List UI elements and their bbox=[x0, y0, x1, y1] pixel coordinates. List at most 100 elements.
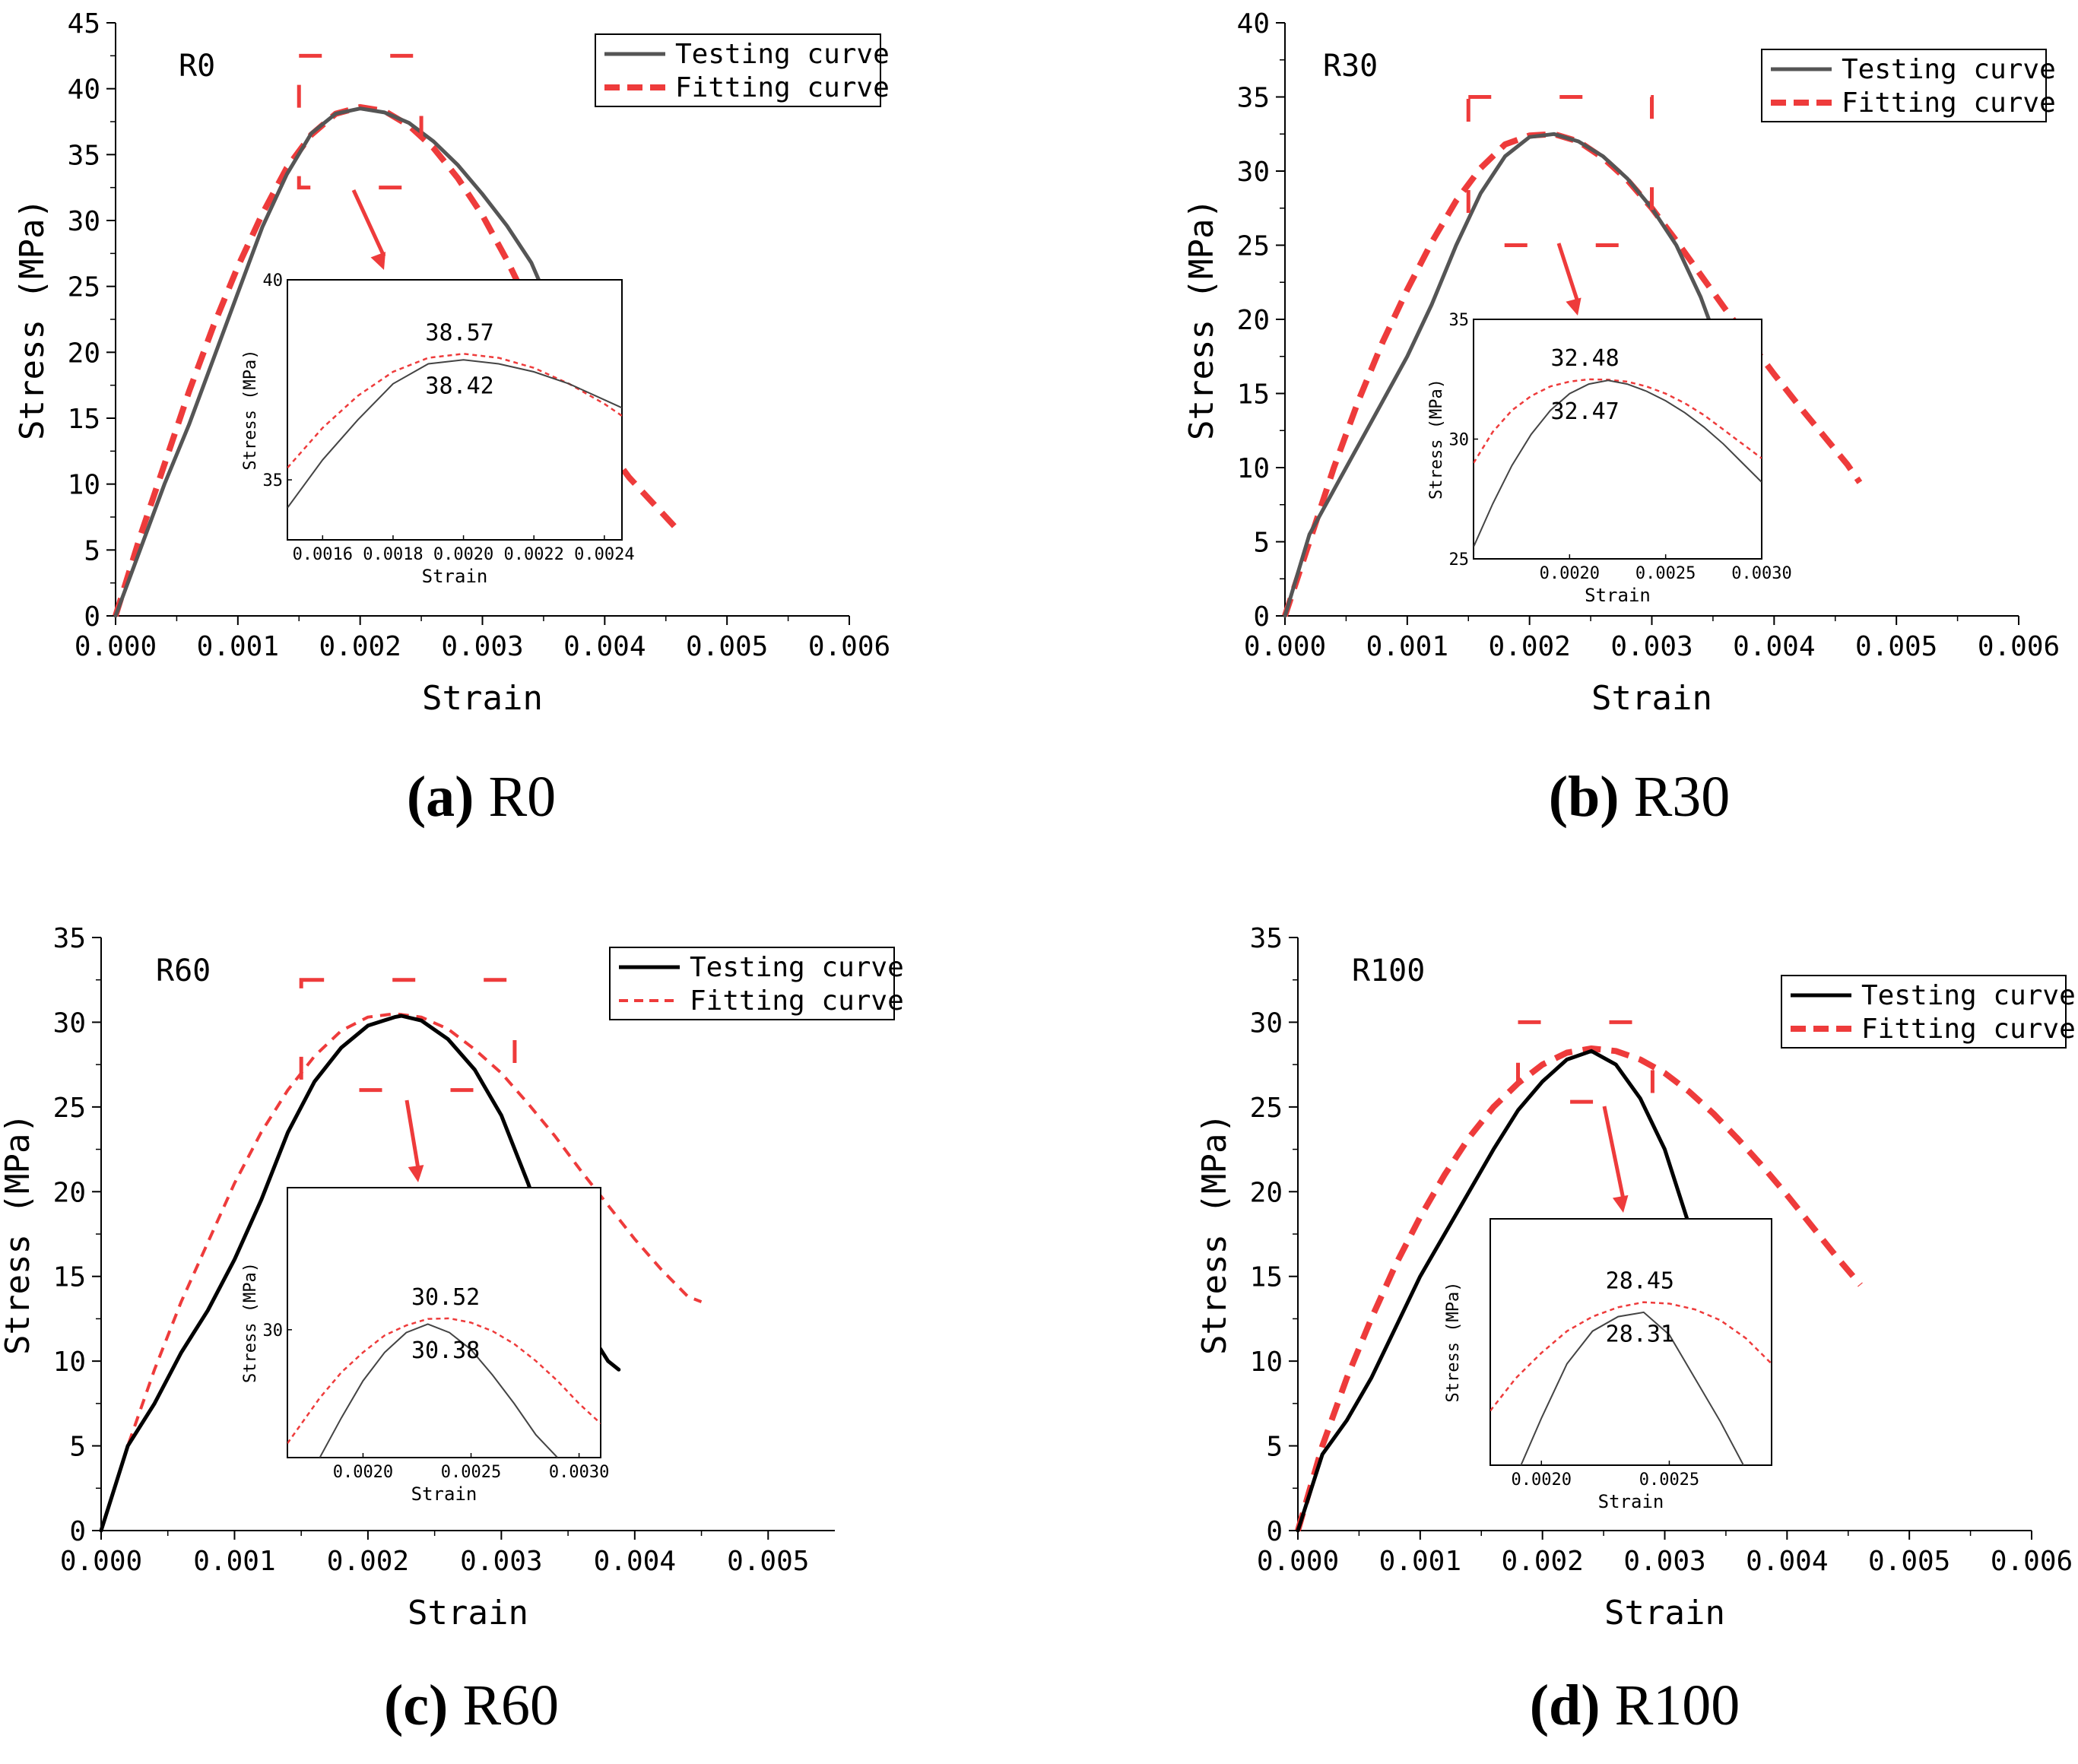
caption-c-name: R60 bbox=[462, 1674, 560, 1737]
inset-frame bbox=[1473, 319, 1762, 560]
legend-fitting-label: Fitting curve bbox=[675, 72, 890, 103]
x-tick-label: 0.002 bbox=[1488, 631, 1570, 662]
caption-a-letter: (a) bbox=[406, 765, 474, 829]
zoom-arrow-head bbox=[1612, 1195, 1629, 1213]
x-tick-label: 0.003 bbox=[460, 1546, 542, 1577]
inset-x-tick-label: 0.0024 bbox=[574, 545, 634, 564]
x-tick-label: 0.003 bbox=[1610, 631, 1693, 662]
y-tick-label: 5 bbox=[1253, 528, 1270, 559]
caption-b-letter: (b) bbox=[1548, 765, 1620, 829]
x-tick-label: 0.006 bbox=[808, 631, 890, 662]
y-tick-label: 35 bbox=[1237, 83, 1270, 114]
caption-d: (d) R100 bbox=[1255, 1673, 2015, 1739]
inset-peak-fitting-value: 32.48 bbox=[1550, 345, 1619, 372]
x-tick-label: 0.004 bbox=[1733, 631, 1815, 662]
inset-peak-testing-value: 32.47 bbox=[1550, 398, 1619, 425]
inset-y-tick-label: 35 bbox=[1449, 311, 1470, 330]
y-tick-label: 30 bbox=[1237, 157, 1270, 188]
inset-x-tick-label: 0.0025 bbox=[441, 1463, 501, 1482]
caption-d-name: R100 bbox=[1614, 1674, 1740, 1737]
y-tick-label: 15 bbox=[68, 404, 100, 435]
inset: 0.0020 0.0025 0.0030 25 30 35 Strain Stress (MP… bbox=[1427, 311, 1792, 606]
x-tick-label: 0.004 bbox=[1746, 1546, 1828, 1577]
y-tick-label: 5 bbox=[84, 535, 100, 566]
inset-peak-fitting-value: 30.52 bbox=[411, 1284, 480, 1311]
panel-label: R30 bbox=[1323, 49, 1378, 84]
legend-testing-label: Testing curve bbox=[675, 39, 890, 70]
caption-d-letter: (d) bbox=[1529, 1674, 1601, 1737]
zoom-arrow-head bbox=[408, 1165, 424, 1182]
zoom-arrow bbox=[404, 1099, 420, 1169]
x-tick-label: 0.000 bbox=[60, 1546, 142, 1577]
inset-y-tick-label: 30 bbox=[1449, 431, 1470, 450]
caption-c: (c) R60 bbox=[91, 1673, 852, 1739]
inset-x-tick-label: 0.0020 bbox=[333, 1463, 393, 1482]
caption-a-name: R0 bbox=[488, 765, 557, 829]
inset-y-label: Stress (MPa) bbox=[1427, 379, 1446, 500]
legend-testing-label: Testing curve bbox=[690, 952, 904, 983]
x-tick-label: 0.000 bbox=[1257, 1546, 1339, 1577]
legend-box bbox=[1781, 975, 2067, 1049]
x-tick-label: 0.006 bbox=[1991, 1546, 2073, 1577]
inset-x-tick-label: 0.0016 bbox=[293, 545, 353, 564]
y-axis-label: Stress (MPa) bbox=[1195, 1113, 1234, 1355]
zoom-arrow-head bbox=[1566, 297, 1582, 316]
inset-fitting-curve bbox=[1490, 1301, 1772, 1412]
zoom-box bbox=[297, 53, 424, 190]
y-tick-label: 10 bbox=[68, 470, 100, 501]
inset-y-tick-label: 35 bbox=[263, 471, 284, 490]
y-tick-label: 25 bbox=[1237, 231, 1270, 262]
inset-frame bbox=[287, 1187, 601, 1458]
y-tick-label: 25 bbox=[68, 272, 100, 303]
zoom-box bbox=[299, 978, 517, 1093]
caption-a: (a) R0 bbox=[101, 764, 861, 830]
inset-y-tick-label: 40 bbox=[263, 271, 284, 290]
x-tick-label: 0.000 bbox=[1244, 631, 1326, 662]
y-tick-label: 5 bbox=[69, 1432, 86, 1463]
inset-x-tick-label: 0.0020 bbox=[433, 545, 493, 564]
y-tick-label: 10 bbox=[1237, 453, 1270, 484]
legend-box bbox=[1761, 49, 2047, 122]
y-tick-label: 45 bbox=[68, 8, 100, 40]
inset-x-tick-label: 0.0022 bbox=[503, 545, 563, 564]
inset-y-tick-label: 25 bbox=[1449, 550, 1470, 569]
y-axis-label: Stress (MPa) bbox=[1182, 198, 1221, 440]
inset-fitting-curve bbox=[287, 353, 622, 469]
inset-testing-curve bbox=[1474, 379, 1762, 547]
legend-fitting-label: Fitting curve bbox=[1861, 1014, 2076, 1045]
y-tick-label: 40 bbox=[68, 75, 100, 106]
x-tick-label: 0.005 bbox=[1855, 631, 1937, 662]
x-tick-label: 0.002 bbox=[327, 1546, 409, 1577]
y-axis-label: Stress (MPa) bbox=[0, 1113, 37, 1355]
inset-x-tick-label: 0.0018 bbox=[363, 545, 423, 564]
zoom-arrow bbox=[1556, 243, 1580, 303]
inset-x-label: Strain bbox=[422, 566, 488, 587]
inset-peak-testing-value: 30.38 bbox=[411, 1337, 480, 1364]
inset-testing-curve bbox=[1520, 1311, 1744, 1465]
inset-y-tick-label: 30 bbox=[263, 1321, 284, 1340]
y-tick-label: 15 bbox=[53, 1262, 86, 1293]
y-tick-label: 35 bbox=[53, 923, 86, 954]
zoom-arrow-head bbox=[370, 252, 386, 270]
fitting-curve bbox=[1282, 131, 1863, 617]
y-tick-label: 20 bbox=[68, 338, 100, 369]
panel-label: R0 bbox=[179, 49, 215, 84]
x-tick-label: 0.001 bbox=[1379, 1546, 1461, 1577]
y-tick-label: 15 bbox=[1250, 1262, 1283, 1293]
x-tick-label: 0.003 bbox=[1623, 1546, 1705, 1577]
x-tick-label: 0.001 bbox=[193, 1546, 275, 1577]
y-tick-label: 20 bbox=[53, 1177, 86, 1208]
y-tick-label: 30 bbox=[1250, 1007, 1283, 1039]
inset-x-label: Strain bbox=[411, 1483, 477, 1505]
y-tick-label: 25 bbox=[53, 1093, 86, 1124]
y-tick-label: 25 bbox=[1250, 1093, 1283, 1124]
testing-curve bbox=[113, 106, 597, 618]
y-tick-label: 15 bbox=[1237, 379, 1270, 411]
x-axis-label: Strain bbox=[1604, 1594, 1725, 1632]
y-tick-label: 5 bbox=[1266, 1432, 1283, 1463]
panel-label: R100 bbox=[1352, 953, 1425, 988]
x-tick-label: 0.001 bbox=[1366, 631, 1448, 662]
x-tick-label: 0.004 bbox=[563, 631, 646, 662]
